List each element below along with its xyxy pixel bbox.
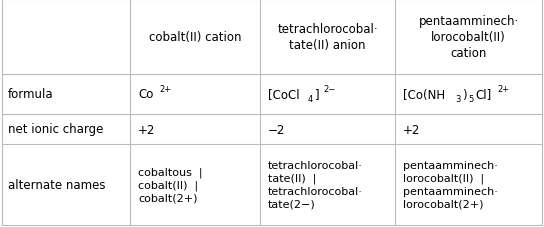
Text: [Co(NH: [Co(NH <box>403 88 445 101</box>
Text: +2: +2 <box>138 123 156 136</box>
Text: 5: 5 <box>468 95 473 104</box>
Text: 2+: 2+ <box>497 84 509 93</box>
Text: alternate names: alternate names <box>8 178 106 191</box>
Text: ): ) <box>462 88 467 101</box>
Text: 2+: 2+ <box>159 84 171 93</box>
Text: 3: 3 <box>455 95 460 104</box>
Text: 4: 4 <box>308 95 313 104</box>
Text: [CoCl: [CoCl <box>268 88 300 101</box>
Text: −2: −2 <box>268 123 286 136</box>
Text: net ionic charge: net ionic charge <box>8 123 103 136</box>
Text: 2−: 2− <box>323 84 335 93</box>
Text: pentaamminech·
lorocobalt(II)  |
pentaamminech·
lorocobalt(2+): pentaamminech· lorocobalt(II) | pentaamm… <box>403 160 498 209</box>
Text: formula: formula <box>8 88 54 101</box>
Text: cobaltous  |
cobalt(II)  |
cobalt(2+): cobaltous | cobalt(II) | cobalt(2+) <box>138 166 202 203</box>
Text: tetrachlorocobal·
tate(II)  |
tetrachlorocobal·
tate(2−): tetrachlorocobal· tate(II) | tetrachloro… <box>268 160 363 209</box>
Text: +2: +2 <box>403 123 421 136</box>
Text: pentaamminech·
lorocobalt(II)
cation: pentaamminech· lorocobalt(II) cation <box>418 15 518 60</box>
Text: cobalt(II) cation: cobalt(II) cation <box>149 31 241 44</box>
Text: ]: ] <box>315 88 320 101</box>
Text: Co: Co <box>138 88 153 101</box>
Text: Cl]: Cl] <box>475 88 491 101</box>
Text: tetrachlorocobal·
tate(II) anion: tetrachlorocobal· tate(II) anion <box>277 23 378 52</box>
